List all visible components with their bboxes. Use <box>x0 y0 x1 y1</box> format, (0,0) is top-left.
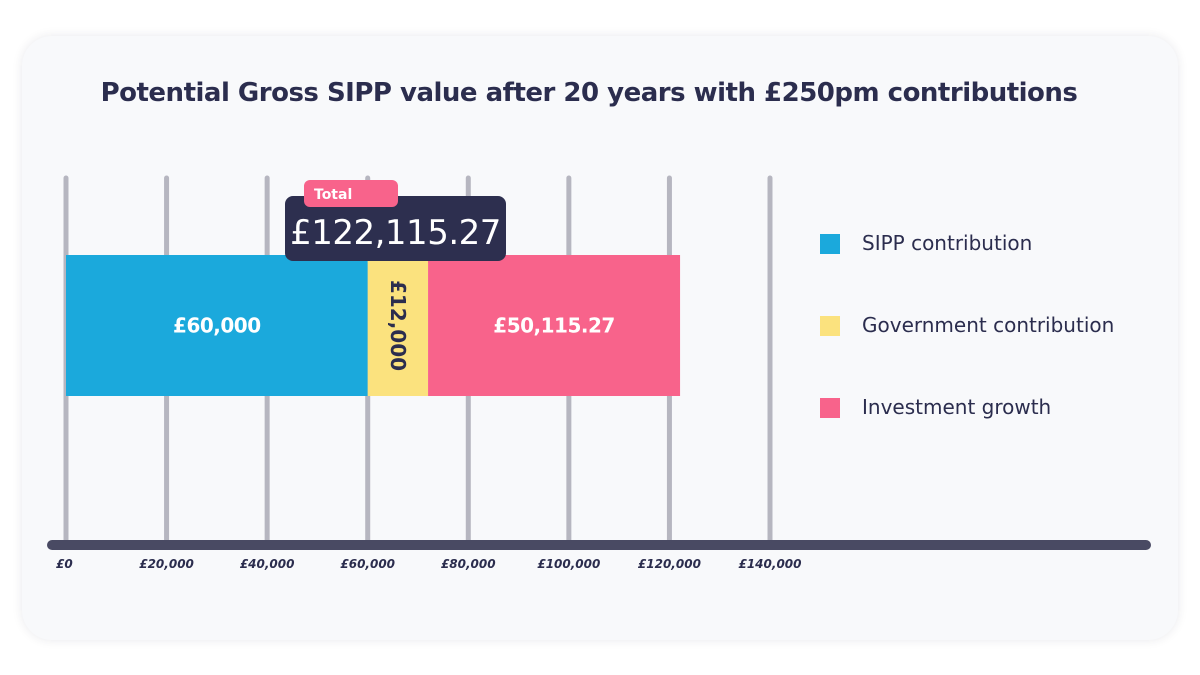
data-label-investment-growth: £50,115.27 <box>493 314 615 338</box>
legend-item-investment-growth: Investment growth <box>820 392 1114 474</box>
legend-swatch-investment-growth <box>820 398 840 418</box>
total-value: £122,115.27 <box>290 213 501 253</box>
data-label-sipp-contribution: £60,000 <box>173 314 261 338</box>
x-tick-label: £0 <box>56 557 73 571</box>
x-tick-label: £60,000 <box>340 557 395 571</box>
bar-segment-investment-growth <box>428 255 681 396</box>
bar-segment-government-contribution <box>367 255 429 396</box>
x-tick-label: £140,000 <box>738 557 801 571</box>
legend-label-investment-growth: Investment growth <box>862 395 1052 419</box>
x-tick-label: £20,000 <box>139 557 194 571</box>
x-tick-label: £100,000 <box>537 557 600 571</box>
x-tick-label: £40,000 <box>240 557 295 571</box>
total-tag-label: Total <box>314 187 352 203</box>
chart-title: Potential Gross SIPP value after 20 year… <box>100 78 1078 108</box>
total-tag <box>304 180 398 207</box>
bar-segment-sipp-contribution <box>66 255 368 396</box>
legend-label-sipp-contribution: SIPP contribution <box>862 231 1033 255</box>
legend-item-government-contribution: Government contribution <box>820 310 1114 392</box>
legend-label-government-contribution: Government contribution <box>862 313 1115 337</box>
total-callout-box <box>285 196 506 261</box>
legend-swatch-government-contribution <box>820 316 840 336</box>
chart-legend: SIPP contribution Government contributio… <box>820 228 1114 474</box>
data-label-government-contribution: £12,000 <box>386 280 410 371</box>
legend-item-sipp-contribution: SIPP contribution <box>820 228 1114 310</box>
x-tick-label: £80,000 <box>441 557 496 571</box>
legend-swatch-sipp-contribution <box>820 234 840 254</box>
x-tick-label: £120,000 <box>638 557 701 571</box>
